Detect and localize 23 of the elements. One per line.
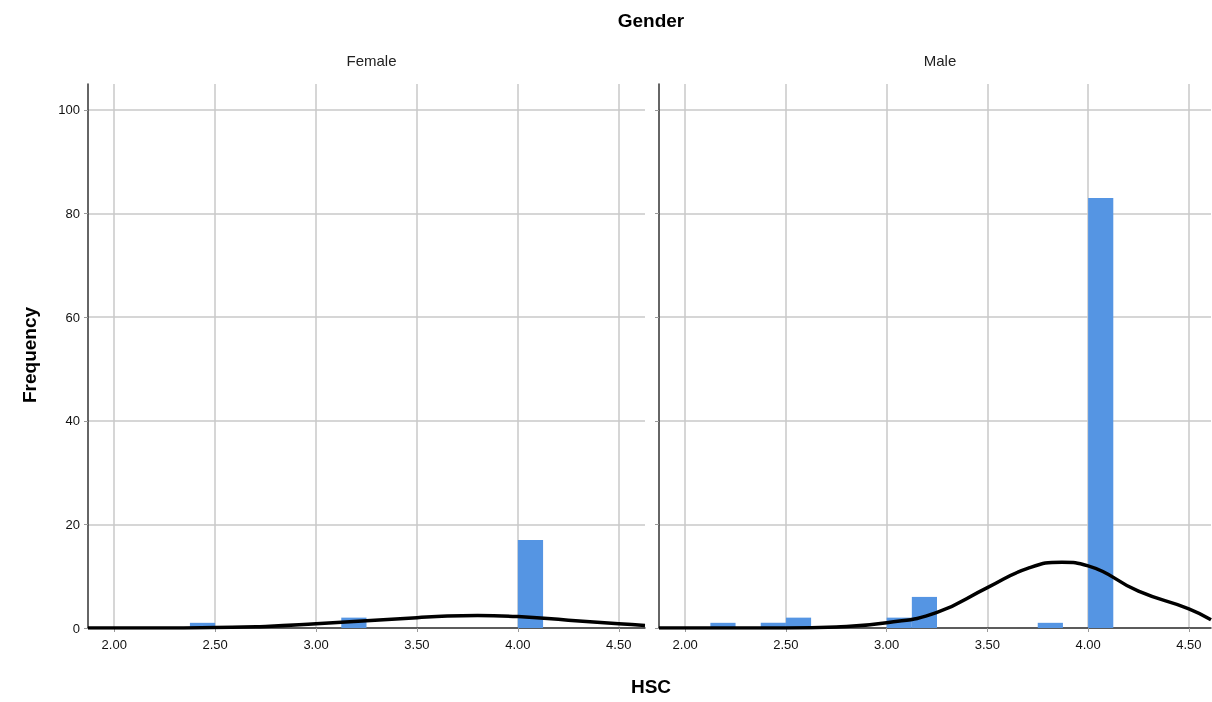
x-tick-label: 4.50 <box>1176 637 1202 652</box>
chart-subtitle: Male <box>923 52 957 69</box>
x-tick-label: 3.50 <box>974 637 1001 652</box>
y-tick-label: 0 <box>72 620 80 636</box>
x-tick-label: 2.00 <box>672 637 698 652</box>
chart-subtitle: Female <box>346 52 397 69</box>
y-tick-label: 40 <box>65 413 80 429</box>
x-axis-title: HSC <box>629 676 673 698</box>
y-tick-label: 60 <box>65 309 80 325</box>
y-axis-title: Frequency <box>19 305 41 405</box>
x-tick-label: 2.50 <box>202 637 228 652</box>
y-tick-label: 80 <box>65 206 80 222</box>
x-tick-label: 3.00 <box>873 637 900 652</box>
x-tick-label: 4.00 <box>505 637 531 652</box>
chart-title: Gender <box>616 10 686 32</box>
x-tick-label: 4.00 <box>1075 637 1101 652</box>
x-tick-label: 2.00 <box>101 637 127 652</box>
x-tick-label: 2.50 <box>773 637 799 652</box>
y-tick-label: 20 <box>65 516 80 532</box>
x-tick-label: 4.50 <box>606 637 632 652</box>
y-tick-label: 100 <box>58 102 80 118</box>
x-tick-label: 3.00 <box>303 637 329 652</box>
x-tick-label: 3.50 <box>404 637 430 652</box>
